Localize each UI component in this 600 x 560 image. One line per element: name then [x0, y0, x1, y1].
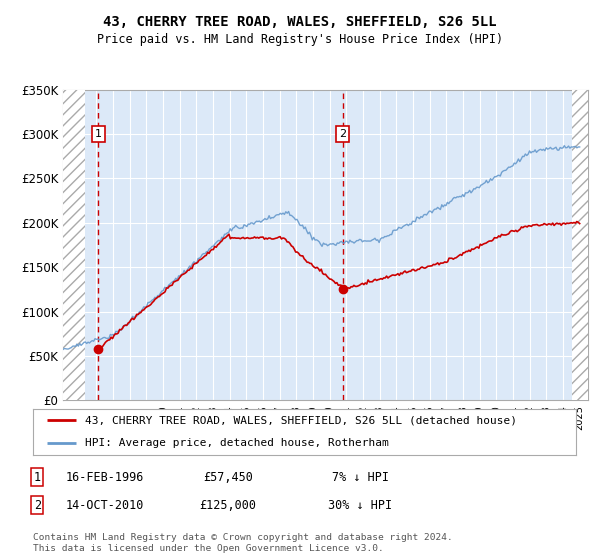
Text: HPI: Average price, detached house, Rotherham: HPI: Average price, detached house, Roth…: [85, 438, 388, 448]
Text: 14-OCT-2010: 14-OCT-2010: [66, 498, 144, 512]
Text: 43, CHERRY TREE ROAD, WALES, SHEFFIELD, S26 5LL (detached house): 43, CHERRY TREE ROAD, WALES, SHEFFIELD, …: [85, 416, 517, 425]
Text: £57,450: £57,450: [203, 470, 253, 484]
Text: 30% ↓ HPI: 30% ↓ HPI: [328, 498, 392, 512]
Bar: [63, 90, 85, 400]
Text: 16-FEB-1996: 16-FEB-1996: [66, 470, 144, 484]
Bar: [572, 90, 597, 400]
Text: 1: 1: [95, 129, 102, 139]
Text: 43, CHERRY TREE ROAD, WALES, SHEFFIELD, S26 5LL: 43, CHERRY TREE ROAD, WALES, SHEFFIELD, …: [103, 15, 497, 29]
Text: 1: 1: [34, 470, 41, 484]
Text: 7% ↓ HPI: 7% ↓ HPI: [331, 470, 389, 484]
Text: £125,000: £125,000: [199, 498, 257, 512]
Text: Price paid vs. HM Land Registry's House Price Index (HPI): Price paid vs. HM Land Registry's House …: [97, 32, 503, 46]
Text: Contains HM Land Registry data © Crown copyright and database right 2024.
This d: Contains HM Land Registry data © Crown c…: [33, 534, 453, 553]
Text: 2: 2: [34, 498, 41, 512]
Text: 2: 2: [339, 129, 346, 139]
